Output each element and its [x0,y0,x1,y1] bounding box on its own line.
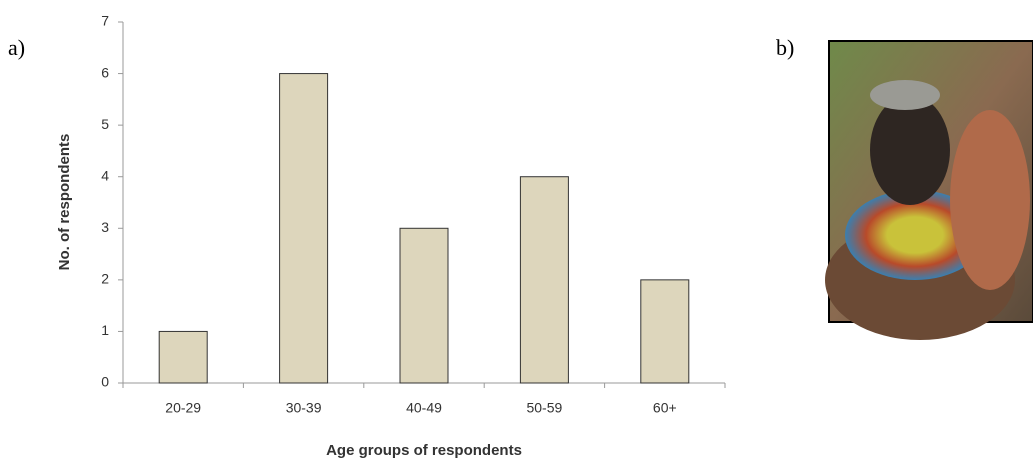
x-tick-label: 50-59 [526,400,562,416]
y-tick-label: 2 [101,271,109,287]
x-tick-label: 30-39 [286,400,322,416]
x-tick-label: 20-29 [165,400,201,416]
y-tick-label: 0 [101,374,109,390]
bar [158,330,208,384]
y-tick-label: 6 [101,64,109,80]
bar [519,176,569,384]
bar [399,227,449,384]
bar [279,73,329,384]
bar [640,279,690,384]
panel-label: b) [776,35,794,60]
x-tick-label: 60+ [653,400,677,416]
x-tick-label: 40-49 [406,400,442,416]
y-tick-label: 4 [101,167,109,183]
y-axis-label: No. of respondents [56,134,73,271]
y-tick-label: 3 [101,219,109,235]
photo [825,40,1033,340]
x-axis-label: Age groups of respondents [326,442,522,459]
y-tick-label: 1 [101,322,109,338]
panel-label: a) [8,35,25,60]
y-tick-label: 7 [101,13,109,29]
y-tick-label: 5 [101,116,109,132]
